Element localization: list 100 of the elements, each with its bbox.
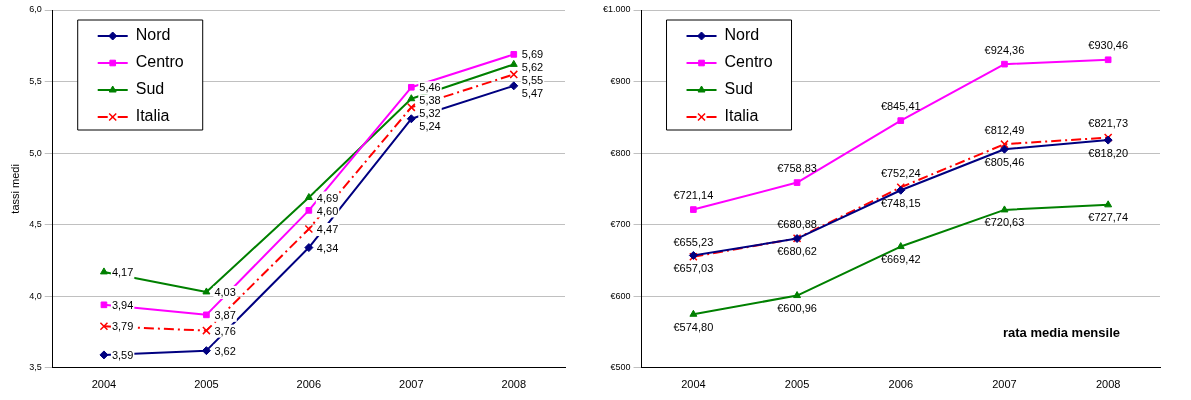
legend-label: Italia bbox=[724, 107, 759, 125]
point bbox=[99, 322, 109, 331]
data-label: €655,23 bbox=[673, 236, 714, 249]
point bbox=[793, 291, 802, 299]
data-label: €930,46 bbox=[1088, 39, 1129, 52]
point bbox=[407, 83, 415, 91]
data-label: 3,79 bbox=[111, 320, 134, 333]
legend-label: Nord bbox=[724, 26, 760, 44]
point bbox=[509, 59, 518, 67]
point bbox=[510, 51, 518, 58]
data-label: 5,46 bbox=[419, 81, 441, 94]
legend-label: Italia bbox=[135, 107, 170, 125]
data-label: 3,62 bbox=[214, 344, 236, 357]
point bbox=[1001, 60, 1008, 68]
data-label: 3,59 bbox=[111, 348, 134, 361]
point bbox=[202, 287, 211, 295]
y-tick-label: 4,5 bbox=[29, 219, 42, 230]
data-label: €727,74 bbox=[1088, 211, 1129, 224]
data-label: €821,73 bbox=[1088, 117, 1129, 130]
point bbox=[1000, 205, 1009, 213]
data-label: 3,76 bbox=[214, 324, 236, 337]
point bbox=[689, 309, 698, 317]
x-tick-label: 2006 bbox=[888, 378, 914, 391]
point bbox=[690, 206, 697, 213]
legend-label: Nord bbox=[135, 26, 171, 44]
data-label: 5,62 bbox=[521, 61, 544, 74]
annotation: rata media mensile bbox=[1002, 324, 1120, 340]
data-label: €721,14 bbox=[673, 189, 714, 202]
legend-label: Centro bbox=[724, 53, 773, 71]
point bbox=[999, 144, 1009, 154]
point bbox=[304, 243, 314, 253]
data-label: 4,69 bbox=[316, 191, 339, 204]
y-tick-label: 3,5 bbox=[29, 362, 42, 373]
data-label: 4,17 bbox=[111, 265, 134, 278]
legend-label: Centro bbox=[135, 53, 184, 71]
data-label: €748,15 bbox=[880, 196, 921, 209]
y-tick-label: €700 bbox=[610, 219, 631, 230]
point bbox=[99, 267, 108, 275]
point bbox=[202, 326, 211, 335]
point bbox=[1104, 56, 1112, 64]
data-label: 5,69 bbox=[521, 48, 544, 61]
data-label: €669,42 bbox=[880, 253, 921, 266]
point bbox=[305, 207, 313, 214]
data-label: €680,62 bbox=[777, 245, 817, 258]
point bbox=[897, 117, 905, 124]
data-label: 4,60 bbox=[316, 204, 339, 217]
data-label: 3,87 bbox=[214, 308, 236, 321]
point bbox=[407, 103, 416, 112]
data-label: €818,20 bbox=[1088, 146, 1129, 159]
data-label: 4,03 bbox=[214, 285, 236, 298]
point bbox=[1000, 139, 1009, 149]
y-tick-label: €500 bbox=[610, 362, 631, 373]
data-label: 5,55 bbox=[521, 74, 544, 87]
y-tick-label: 5,5 bbox=[29, 76, 42, 87]
data-label: €758,83 bbox=[777, 162, 817, 175]
point bbox=[509, 70, 519, 79]
point bbox=[201, 346, 211, 356]
x-tick-label: 2005 bbox=[194, 378, 219, 391]
point bbox=[304, 224, 314, 234]
y-tick-label: 5,0 bbox=[29, 147, 42, 158]
y-tick-label: €800 bbox=[610, 147, 631, 158]
x-tick-label: 2006 bbox=[296, 378, 322, 391]
data-label: €752,24 bbox=[880, 166, 921, 179]
data-label: €845,41 bbox=[880, 100, 921, 113]
point bbox=[793, 179, 801, 186]
point bbox=[99, 350, 109, 360]
data-label: 5,47 bbox=[521, 87, 544, 100]
x-tick-label: 2004 bbox=[681, 378, 706, 391]
data-label: €574,80 bbox=[673, 320, 714, 333]
point bbox=[100, 301, 108, 309]
x-tick-label: 2008 bbox=[501, 378, 527, 391]
point bbox=[203, 311, 210, 319]
x-tick-label: 2007 bbox=[399, 378, 424, 391]
point bbox=[896, 242, 905, 250]
point bbox=[509, 81, 519, 91]
legend-label: Sud bbox=[135, 80, 165, 98]
y-tick-label: €1.000 bbox=[603, 4, 631, 15]
y-tick-label: €900 bbox=[610, 76, 631, 87]
data-label: 5,24 bbox=[419, 120, 441, 133]
data-label: €805,46 bbox=[984, 155, 1025, 168]
data-label: €680,88 bbox=[777, 217, 817, 230]
y-tick-label: €600 bbox=[610, 290, 631, 301]
data-label: €720,63 bbox=[984, 216, 1025, 229]
legend-label: Sud bbox=[724, 80, 753, 98]
x-tick-label: 2005 bbox=[784, 378, 810, 391]
data-label: €600,96 bbox=[777, 302, 817, 315]
data-label: 5,32 bbox=[419, 107, 441, 120]
data-label: 3,94 bbox=[111, 298, 134, 311]
data-label: 4,34 bbox=[316, 241, 339, 254]
point bbox=[406, 114, 416, 124]
point bbox=[1104, 200, 1113, 208]
y-axis-title: tassi medi bbox=[8, 164, 21, 214]
x-tick-label: 2008 bbox=[1095, 378, 1121, 391]
point bbox=[304, 192, 313, 200]
data-label: €924,36 bbox=[984, 43, 1025, 56]
data-label: €812,49 bbox=[984, 123, 1025, 136]
x-tick-label: 2004 bbox=[91, 378, 117, 391]
data-label: 4,47 bbox=[316, 223, 339, 235]
x-tick-label: 2007 bbox=[992, 378, 1017, 391]
y-tick-label: 6,0 bbox=[29, 4, 42, 15]
